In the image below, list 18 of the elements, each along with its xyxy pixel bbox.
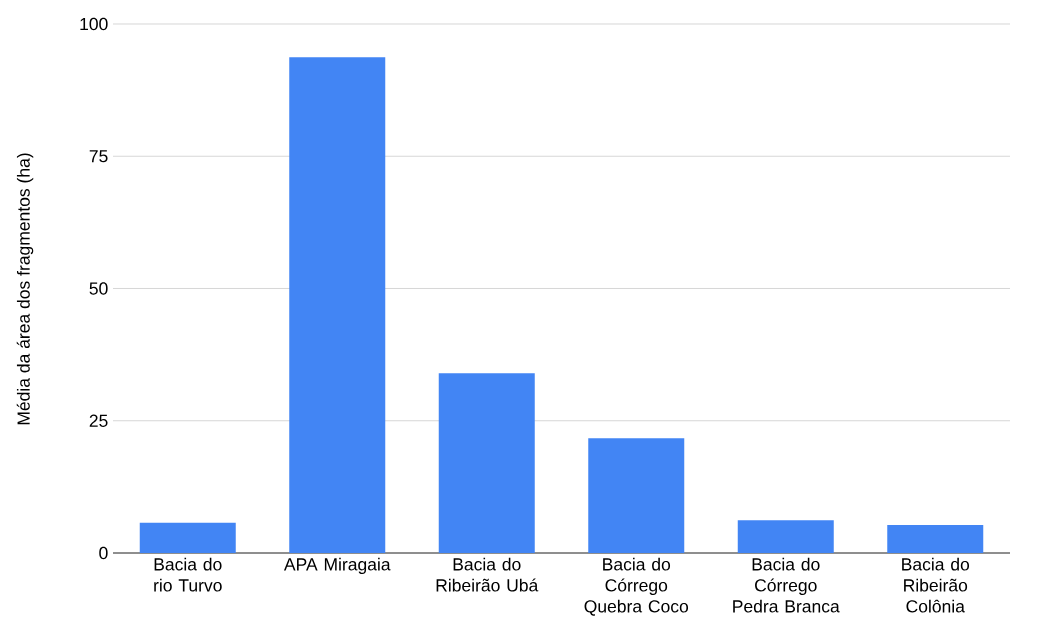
bar: [737, 520, 834, 553]
bar: [887, 524, 984, 553]
x-tick-label: Bacia do Ribeirão Colônia: [902, 557, 970, 613]
y-tick-label: 0: [99, 546, 108, 560]
bar: [289, 57, 386, 553]
x-tick-label: APA Miragaia: [283, 557, 391, 575]
bar: [588, 438, 685, 553]
x-tick-label: Bacia do Córrego Quebra Coco: [584, 557, 689, 616]
bar: [139, 522, 236, 553]
y-axis-title: Média da área dos fragmentos (ha): [16, 153, 34, 425]
y-tick-label: 25: [89, 414, 108, 427]
y-tick-label: 100: [80, 17, 108, 31]
x-tick-label: Bacia do Córrego Pedra Branca: [733, 557, 840, 613]
y-tick-label: 50: [89, 282, 108, 295]
x-tick-label: Bacia do rio Turvo: [154, 557, 222, 592]
y-tick-label: 75: [89, 150, 108, 163]
bar: [438, 373, 535, 553]
x-tick-label: Bacia do Ribeirão Ubá: [436, 557, 539, 592]
